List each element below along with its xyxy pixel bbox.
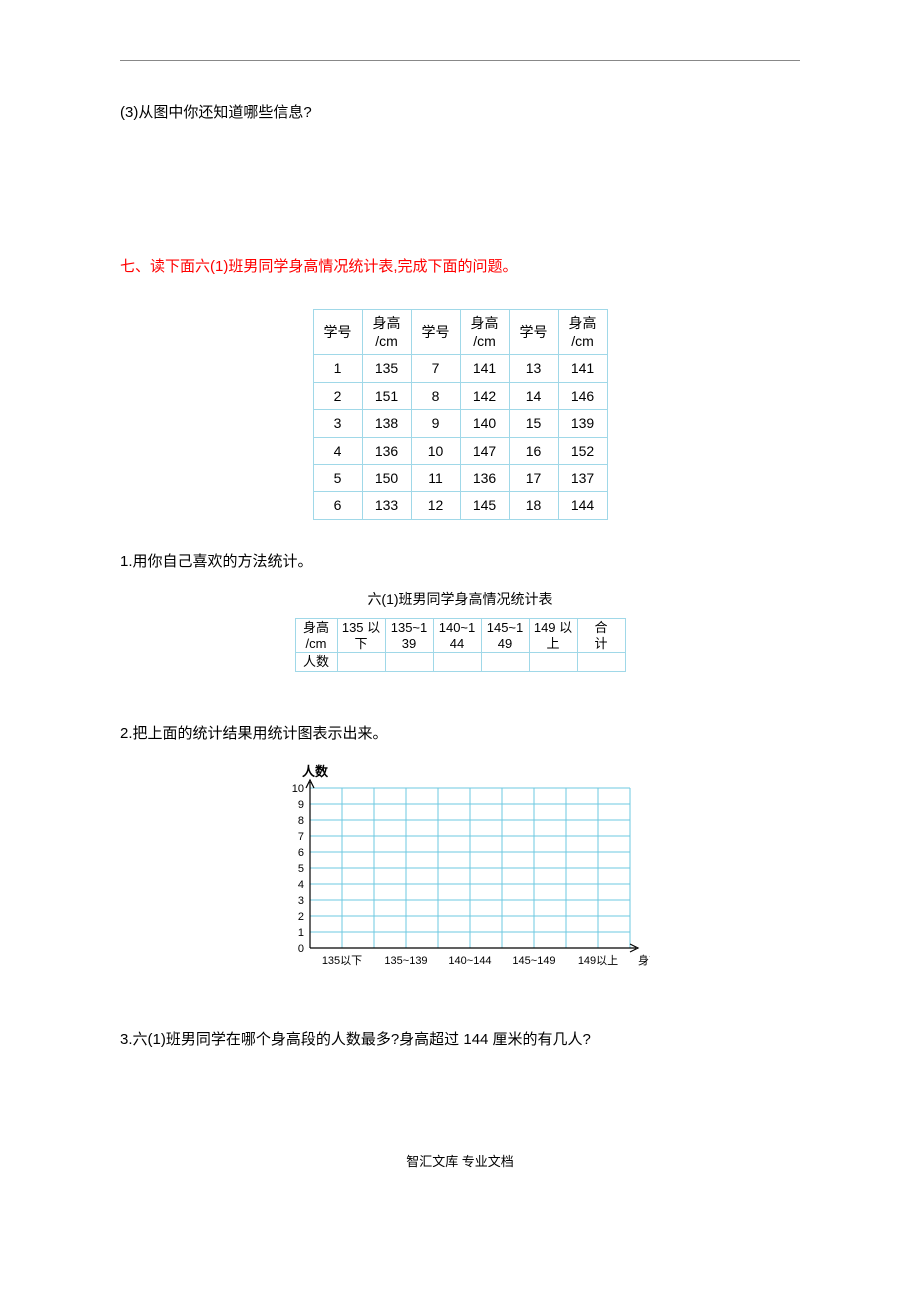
table-cell: 145 <box>460 492 509 519</box>
range-count-cell <box>529 653 577 672</box>
table-cell: 11 <box>411 464 460 491</box>
table-cell: 133 <box>362 492 411 519</box>
range-header: 合计 <box>577 619 625 653</box>
range-count-cell <box>337 653 385 672</box>
blank-bar-chart: 人数109876543210135以下135~139140~144145~149… <box>120 760 800 988</box>
table-cell: 6 <box>313 492 362 519</box>
col-id-3: 学号 <box>509 310 558 355</box>
svg-text:人数: 人数 <box>302 764 329 779</box>
question-3-text: (3)从图中你还知道哪些信息? <box>120 101 800 125</box>
sub-table-title: 六(1)班男同学身高情况统计表 <box>120 588 800 610</box>
table-cell: 152 <box>558 437 607 464</box>
range-header: 140~144 <box>433 619 481 653</box>
table-cell: 4 <box>313 437 362 464</box>
svg-text:8: 8 <box>298 815 304 827</box>
table-cell: 139 <box>558 410 607 437</box>
col-h-2: 身高/cm <box>460 310 509 355</box>
range-table: 身高/cm 135 以下135~139140~144145~149149 以上合… <box>295 618 626 672</box>
table-cell: 1 <box>313 355 362 382</box>
range-count-cell <box>433 653 481 672</box>
table-cell: 137 <box>558 464 607 491</box>
table-cell: 17 <box>509 464 558 491</box>
range-row-label-2: 人数 <box>295 653 337 672</box>
table-cell: 141 <box>460 355 509 382</box>
table-cell: 10 <box>411 437 460 464</box>
table-cell: 141 <box>558 355 607 382</box>
svg-text:4: 4 <box>298 879 304 891</box>
table-cell: 146 <box>558 382 607 409</box>
table-cell: 136 <box>362 437 411 464</box>
sub-question-2: 2.把上面的统计结果用统计图表示出来。 <box>120 722 800 746</box>
footer-text: 智汇文库 专业文档 <box>120 1152 800 1173</box>
height-data-table: 学号 身高/cm 学号 身高/cm 学号 身高/cm 1135714113141… <box>313 309 608 520</box>
table-cell: 16 <box>509 437 558 464</box>
table-cell: 9 <box>411 410 460 437</box>
range-header: 135~139 <box>385 619 433 653</box>
table-cell: 144 <box>558 492 607 519</box>
svg-text:0: 0 <box>298 943 304 955</box>
table-cell: 13 <box>509 355 558 382</box>
svg-text:145~149: 145~149 <box>512 955 555 967</box>
col-id-2: 学号 <box>411 310 460 355</box>
page-divider <box>120 60 800 61</box>
range-header: 145~149 <box>481 619 529 653</box>
svg-text:149以上: 149以上 <box>578 954 618 967</box>
svg-text:10: 10 <box>292 783 304 795</box>
svg-text:1: 1 <box>298 927 304 939</box>
range-row-label-1: 身高/cm <box>295 619 337 653</box>
svg-text:2: 2 <box>298 911 304 923</box>
table-cell: 138 <box>362 410 411 437</box>
svg-text:身高/cm: 身高/cm <box>638 953 650 967</box>
section-7-heading: 七、读下面六(1)班男同学身高情况统计表,完成下面的问题。 <box>120 255 800 279</box>
table-cell: 142 <box>460 382 509 409</box>
table-cell: 3 <box>313 410 362 437</box>
range-count-cell <box>385 653 433 672</box>
table-cell: 2 <box>313 382 362 409</box>
svg-text:6: 6 <box>298 847 304 859</box>
svg-text:9: 9 <box>298 799 304 811</box>
table-cell: 15 <box>509 410 558 437</box>
col-h-3: 身高/cm <box>558 310 607 355</box>
table-cell: 136 <box>460 464 509 491</box>
table-cell: 7 <box>411 355 460 382</box>
svg-text:140~144: 140~144 <box>448 955 491 967</box>
col-h-1: 身高/cm <box>362 310 411 355</box>
table-cell: 12 <box>411 492 460 519</box>
table-cell: 5 <box>313 464 362 491</box>
table-cell: 147 <box>460 437 509 464</box>
table-cell: 140 <box>460 410 509 437</box>
table-cell: 8 <box>411 382 460 409</box>
svg-text:135~139: 135~139 <box>384 955 427 967</box>
sub-question-1: 1.用你自己喜欢的方法统计。 <box>120 550 800 574</box>
range-header: 135 以下 <box>337 619 385 653</box>
svg-text:5: 5 <box>298 863 304 875</box>
svg-text:7: 7 <box>298 831 304 843</box>
table-cell: 18 <box>509 492 558 519</box>
table-cell: 151 <box>362 382 411 409</box>
svg-text:3: 3 <box>298 895 304 907</box>
range-count-cell <box>481 653 529 672</box>
col-id-1: 学号 <box>313 310 362 355</box>
range-count-cell <box>577 653 625 672</box>
range-header: 149 以上 <box>529 619 577 653</box>
svg-text:135以下: 135以下 <box>322 955 362 967</box>
sub-question-3: 3.六(1)班男同学在哪个身高段的人数最多?身高超过 144 厘米的有几人? <box>120 1028 800 1052</box>
table-cell: 14 <box>509 382 558 409</box>
table-cell: 150 <box>362 464 411 491</box>
table-cell: 135 <box>362 355 411 382</box>
